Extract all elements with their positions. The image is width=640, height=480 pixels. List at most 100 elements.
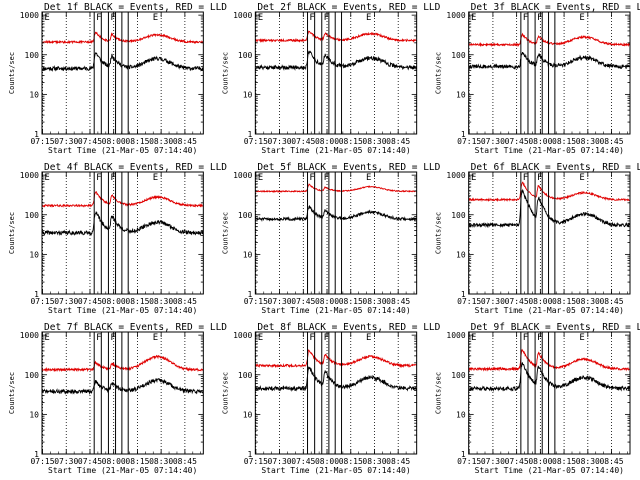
x-tick-label: 07:30 xyxy=(481,297,505,306)
state-marker: F xyxy=(537,13,542,23)
x-tick-label: 07:15 xyxy=(30,297,54,306)
y-axis-label: Counts/sec xyxy=(8,372,16,414)
x-tick-label: 08:45 xyxy=(599,137,623,146)
y-tick-label: 1 xyxy=(461,450,466,459)
x-tick-label: 08:15 xyxy=(339,297,363,306)
x-axis-label: Start Time (21-Mar-05 07:14:40) xyxy=(48,146,197,155)
y-tick-label: 1 xyxy=(248,290,253,299)
state-marker: F xyxy=(110,333,115,343)
y-tick-label: 1 xyxy=(34,450,39,459)
x-tick-label: 08:45 xyxy=(386,297,410,306)
x-axis-label: Start Time (21-Mar-05 07:14:40) xyxy=(48,306,197,315)
state-marker: E xyxy=(44,13,49,23)
state-marker: E xyxy=(44,173,49,183)
x-tick-label: 08:15 xyxy=(125,137,149,146)
x-axis-label: Start Time (21-Mar-05 07:14:40) xyxy=(48,466,197,475)
y-tick-label: 1000 xyxy=(233,331,252,340)
state-marker: F xyxy=(324,13,329,23)
y-axis-label: Counts/sec xyxy=(8,212,16,254)
state-marker: F xyxy=(324,333,329,343)
state-marker: E xyxy=(471,13,476,23)
plot-frame xyxy=(41,11,204,135)
x-tick-label: 08:15 xyxy=(552,137,576,146)
y-tick-label: 1 xyxy=(34,290,39,299)
state-marker: F xyxy=(523,333,528,343)
x-tick-label: 07:45 xyxy=(291,297,315,306)
state-marker: E xyxy=(579,333,584,343)
y-tick-label: 1000 xyxy=(20,171,39,180)
state-marker: E xyxy=(579,173,584,183)
state-marker: E xyxy=(153,173,158,183)
y-axis-label: Counts/sec xyxy=(221,212,229,254)
x-tick-label: 07:45 xyxy=(505,137,529,146)
y-tick-label: 10 xyxy=(243,250,253,259)
x-axis-label: Start Time (21-Mar-05 07:14:40) xyxy=(475,306,624,315)
series-line-lld xyxy=(468,181,630,203)
state-marker: E xyxy=(258,333,263,343)
plot-frame xyxy=(468,171,631,295)
x-tick-label: 07:15 xyxy=(457,137,481,146)
x-tick-label: 08:00 xyxy=(528,137,552,146)
x-tick-label: 08:45 xyxy=(386,457,410,466)
x-tick-label: 08:00 xyxy=(528,457,552,466)
x-tick-label: 08:45 xyxy=(173,457,197,466)
x-tick-label: 08:30 xyxy=(362,137,386,146)
x-tick-label: 07:15 xyxy=(244,137,268,146)
y-tick-label: 10 xyxy=(243,410,253,419)
x-tick-label: 07:30 xyxy=(268,457,292,466)
series-line-lld xyxy=(42,354,204,373)
y-axis-label: Counts/sec xyxy=(435,372,443,414)
series-line-events xyxy=(255,366,417,392)
y-tick-label: 10 xyxy=(456,410,466,419)
x-tick-label: 07:15 xyxy=(457,297,481,306)
series-line-lld xyxy=(255,349,417,369)
state-marker: F xyxy=(110,13,115,23)
state-marker: F xyxy=(309,173,314,183)
y-tick-label: 100 xyxy=(25,371,40,380)
x-tick-label: 07:45 xyxy=(505,297,529,306)
x-tick-label: 07:45 xyxy=(78,297,102,306)
x-tick-label: 08:15 xyxy=(125,297,149,306)
y-tick-label: 1000 xyxy=(20,11,39,20)
y-tick-label: 10 xyxy=(456,250,466,259)
series-line-events xyxy=(468,188,630,229)
x-tick-label: 08:00 xyxy=(102,457,126,466)
x-tick-label: 07:30 xyxy=(268,137,292,146)
x-tick-label: 07:45 xyxy=(505,457,529,466)
state-marker: F xyxy=(324,173,329,183)
series-line-lld xyxy=(42,191,204,208)
y-axis-label: Counts/sec xyxy=(435,52,443,94)
x-tick-label: 08:15 xyxy=(552,457,576,466)
y-tick-label: 10 xyxy=(29,410,39,419)
x-tick-label: 08:30 xyxy=(362,297,386,306)
y-tick-label: 1000 xyxy=(233,11,252,20)
x-tick-label: 08:30 xyxy=(149,137,173,146)
x-tick-label: 08:30 xyxy=(576,137,600,146)
x-tick-label: 07:45 xyxy=(291,137,315,146)
panel-title: Det 4f BLACK = Events, RED = LLD xyxy=(44,162,227,173)
y-tick-label: 100 xyxy=(25,51,40,60)
plot-frame xyxy=(468,11,631,135)
x-tick-label: 07:30 xyxy=(481,137,505,146)
state-marker: F xyxy=(309,333,314,343)
x-tick-label: 07:30 xyxy=(54,297,78,306)
panel-title: Det 3f BLACK = Events, RED = LLD xyxy=(471,2,640,13)
state-marker: F xyxy=(537,333,542,343)
state-marker: E xyxy=(258,13,263,23)
series-line-lld xyxy=(255,183,417,194)
y-tick-label: 1 xyxy=(34,130,39,139)
y-tick-label: 100 xyxy=(25,211,40,220)
x-tick-label: 07:30 xyxy=(481,457,505,466)
x-tick-label: 08:15 xyxy=(339,457,363,466)
y-axis-label: Counts/sec xyxy=(435,212,443,254)
y-tick-label: 10 xyxy=(243,90,253,99)
x-tick-label: 07:30 xyxy=(268,297,292,306)
x-tick-label: 07:30 xyxy=(54,457,78,466)
y-tick-label: 1 xyxy=(461,130,466,139)
x-tick-label: 07:15 xyxy=(30,137,54,146)
